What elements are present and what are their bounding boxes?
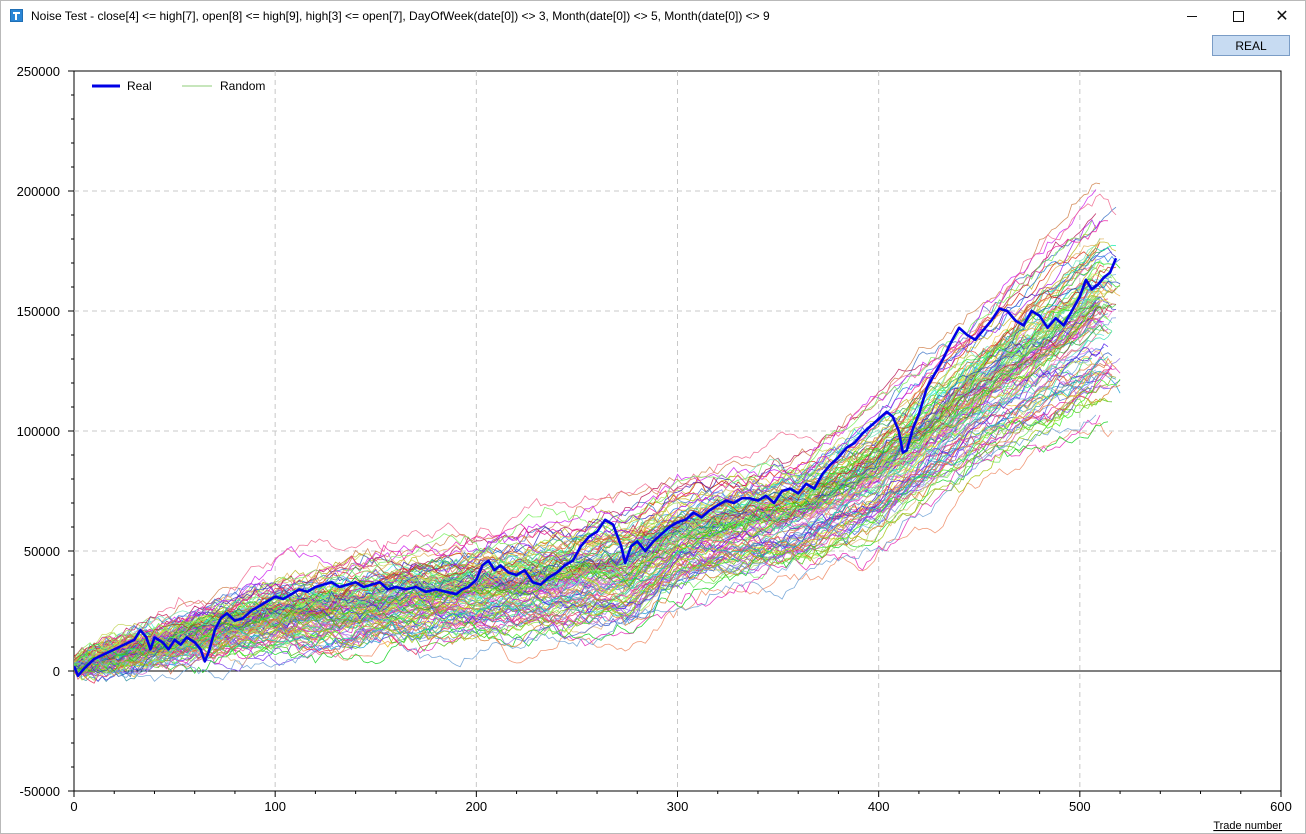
y-tick-label: 150000 xyxy=(17,304,60,319)
window-title: Noise Test - close[4] <= high[7], open[8… xyxy=(31,9,770,23)
x-tick-label: 100 xyxy=(264,799,286,814)
x-tick-label: 600 xyxy=(1270,799,1292,814)
random-series-line xyxy=(74,397,1109,677)
x-tick-label: 400 xyxy=(868,799,890,814)
app-icon xyxy=(10,9,23,22)
title-bar[interactable]: Noise Test - close[4] <= high[7], open[8… xyxy=(1,1,1305,31)
random-series-line xyxy=(74,219,1101,670)
random-series-line xyxy=(74,369,1097,669)
x-tick-label: 500 xyxy=(1069,799,1091,814)
x-axis-label: Trade number xyxy=(1213,820,1282,832)
real-series-line xyxy=(74,257,1118,678)
random-series-line xyxy=(74,247,1117,670)
random-series-line xyxy=(74,278,1093,668)
random-series-line xyxy=(74,298,1093,668)
x-tick-label: 0 xyxy=(70,799,77,814)
random-series-line xyxy=(74,357,1093,675)
random-series-line xyxy=(74,220,1109,661)
close-button[interactable]: ✕ xyxy=(1259,1,1305,31)
y-tick-label: 100000 xyxy=(17,424,60,439)
random-series-line xyxy=(74,303,1101,667)
random-series-line xyxy=(74,356,1109,671)
y-tick-label: 250000 xyxy=(17,64,60,79)
y-tick-label: 200000 xyxy=(17,184,60,199)
random-series-line xyxy=(74,304,1101,673)
random-series-line xyxy=(74,316,1101,673)
x-tick-label: 300 xyxy=(667,799,689,814)
random-series-line xyxy=(74,415,1101,675)
random-series-line xyxy=(74,375,1117,675)
legend-real-label: Real xyxy=(127,79,152,93)
x-tick-label: 200 xyxy=(465,799,487,814)
close-icon: ✕ xyxy=(1275,8,1289,25)
random-series-line xyxy=(74,246,1109,665)
random-series-line xyxy=(74,414,1097,682)
random-series-line xyxy=(74,193,1117,663)
random-series-line xyxy=(74,297,1101,666)
minimize-button[interactable] xyxy=(1169,1,1215,31)
series-group xyxy=(74,182,1121,684)
random-series-line xyxy=(74,206,1117,669)
y-tick-label: 0 xyxy=(53,664,60,679)
random-series-line xyxy=(74,324,1105,672)
maximize-icon xyxy=(1232,10,1244,22)
random-series-line xyxy=(74,220,1093,666)
random-series-line xyxy=(74,264,1093,670)
legend-random-label: Random xyxy=(220,79,265,93)
random-series-line xyxy=(74,357,1117,677)
random-series-line xyxy=(74,278,1092,670)
random-series-line xyxy=(74,302,1101,663)
y-tick-label: -50000 xyxy=(20,784,60,799)
random-series-line xyxy=(74,343,1109,668)
real-toggle-button[interactable]: REAL xyxy=(1212,35,1290,56)
random-series-line xyxy=(74,365,1113,670)
random-series-line xyxy=(74,189,1097,671)
minimize-icon xyxy=(1187,15,1197,17)
maximize-button[interactable] xyxy=(1215,1,1261,31)
y-tick-label: 50000 xyxy=(24,544,60,559)
